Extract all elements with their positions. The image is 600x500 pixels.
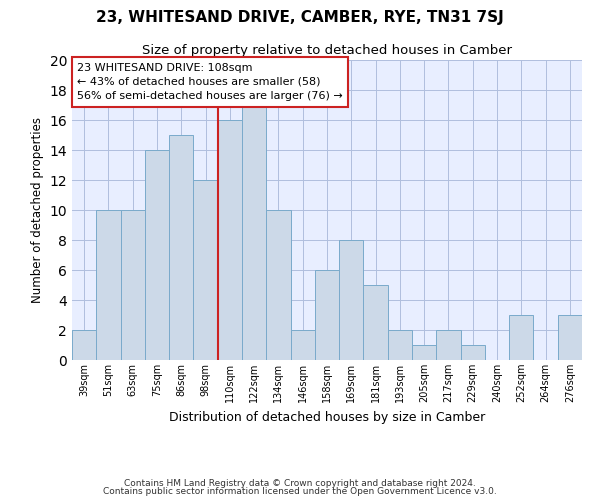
Bar bbox=[388, 330, 412, 360]
X-axis label: Distribution of detached houses by size in Camber: Distribution of detached houses by size … bbox=[169, 410, 485, 424]
Bar bbox=[121, 210, 145, 360]
Bar bbox=[169, 135, 193, 360]
Bar bbox=[290, 330, 315, 360]
Text: 23 WHITESAND DRIVE: 108sqm
← 43% of detached houses are smaller (58)
56% of semi: 23 WHITESAND DRIVE: 108sqm ← 43% of deta… bbox=[77, 63, 343, 101]
Bar bbox=[218, 120, 242, 360]
Bar bbox=[436, 330, 461, 360]
Bar bbox=[193, 180, 218, 360]
Bar bbox=[412, 345, 436, 360]
Bar bbox=[461, 345, 485, 360]
Bar bbox=[266, 210, 290, 360]
Bar bbox=[315, 270, 339, 360]
Text: Contains HM Land Registry data © Crown copyright and database right 2024.: Contains HM Land Registry data © Crown c… bbox=[124, 478, 476, 488]
Bar bbox=[242, 105, 266, 360]
Y-axis label: Number of detached properties: Number of detached properties bbox=[31, 117, 44, 303]
Bar bbox=[509, 315, 533, 360]
Bar bbox=[339, 240, 364, 360]
Text: Contains public sector information licensed under the Open Government Licence v3: Contains public sector information licen… bbox=[103, 487, 497, 496]
Bar bbox=[96, 210, 121, 360]
Title: Size of property relative to detached houses in Camber: Size of property relative to detached ho… bbox=[142, 44, 512, 58]
Text: 23, WHITESAND DRIVE, CAMBER, RYE, TN31 7SJ: 23, WHITESAND DRIVE, CAMBER, RYE, TN31 7… bbox=[96, 10, 504, 25]
Bar bbox=[145, 150, 169, 360]
Bar bbox=[558, 315, 582, 360]
Bar bbox=[72, 330, 96, 360]
Bar bbox=[364, 285, 388, 360]
